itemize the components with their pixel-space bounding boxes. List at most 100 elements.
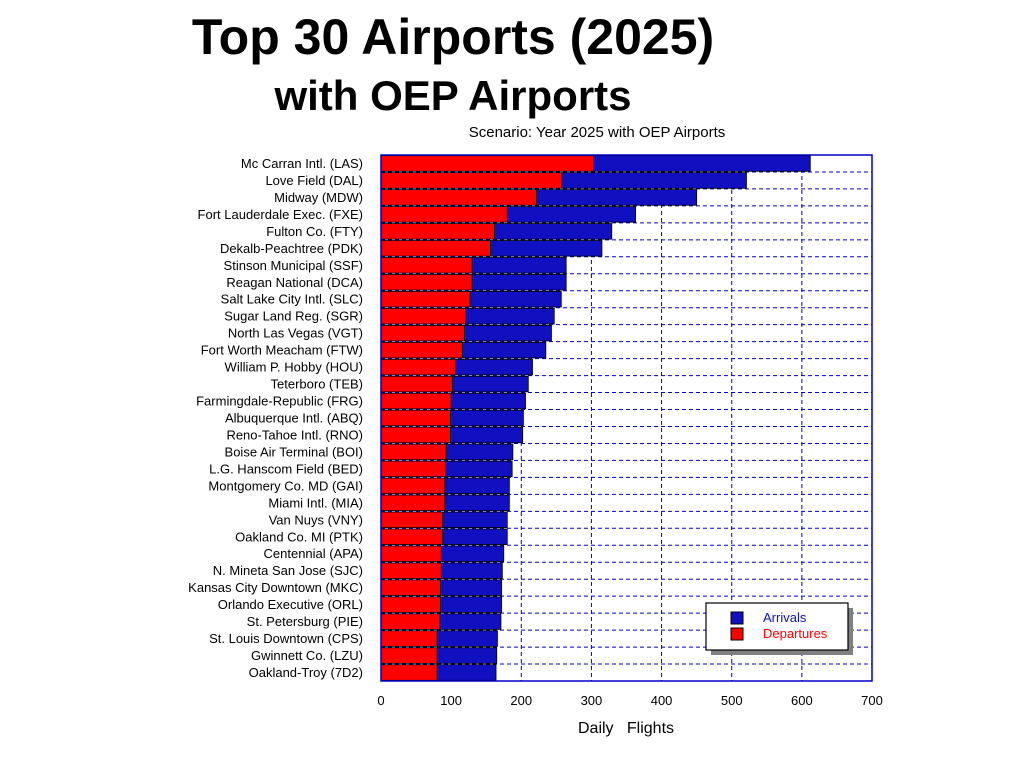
category-label: Salt Lake City Intl. (SLC) xyxy=(221,292,363,307)
bar-departures xyxy=(380,545,442,562)
bar-arrivals xyxy=(442,511,508,529)
category-label: Oakland-Troy (7D2) xyxy=(249,665,363,680)
bar-arrivals xyxy=(471,274,567,291)
x-tick-label: 300 xyxy=(581,693,603,708)
bar-arrivals xyxy=(450,392,526,410)
category-label: Boise Air Terminal (BOI) xyxy=(225,444,363,459)
bar-departures xyxy=(380,291,471,308)
category-label: Farmingdale-Republic (FRG) xyxy=(196,394,363,409)
bar-arrivals xyxy=(464,324,552,342)
bar-arrivals xyxy=(490,240,603,257)
bar-arrivals xyxy=(494,223,613,240)
bar-departures xyxy=(380,613,441,630)
category-label: L.G. Hanscom Field (BED) xyxy=(209,461,363,476)
legend-box xyxy=(705,602,849,651)
category-label: Miami Intl. (MIA) xyxy=(268,495,363,510)
legend: Arrivals Departures xyxy=(705,602,853,655)
legend-label-arrivals: Arrivals xyxy=(763,610,807,625)
category-labels: Mc Carran Intl. (LAS) Love Field (DAL) Mid… xyxy=(188,156,363,680)
chart-title-line2: with OEP Airports xyxy=(274,72,632,119)
bar-departures xyxy=(380,375,453,393)
bar-departures xyxy=(380,528,444,545)
category-label: Fulton Co. (FTY) xyxy=(266,224,363,239)
grid-lines xyxy=(381,155,872,681)
category-label: Reno-Tahoe Intl. (RNO) xyxy=(226,427,363,442)
bar-arrivals xyxy=(561,172,747,189)
x-tick-label: 700 xyxy=(861,693,883,708)
bar-departures xyxy=(380,206,508,223)
bar-departures xyxy=(380,392,452,410)
bar-departures xyxy=(380,257,473,274)
bar-arrivals xyxy=(450,426,524,444)
category-label: St. Petersburg (PIE) xyxy=(247,614,363,629)
bar-departures xyxy=(380,477,446,495)
bar-arrivals xyxy=(471,257,567,274)
category-label: Love Field (DAL) xyxy=(265,173,363,188)
bar-arrivals xyxy=(436,630,498,647)
bar-departures xyxy=(380,240,491,257)
legend-label-departures: Departures xyxy=(763,626,828,641)
category-label: North Las Vegas (VGT) xyxy=(228,326,363,341)
bars xyxy=(380,155,811,681)
bar-arrivals xyxy=(445,443,514,461)
category-label: Dekalb-Peachtree (PDK) xyxy=(220,241,363,256)
category-label: St. Louis Downtown (CPS) xyxy=(209,631,363,646)
x-axis-label: Daily Flights xyxy=(578,720,674,737)
bar-departures xyxy=(380,562,442,579)
bar-departures xyxy=(380,426,451,444)
bar-arrivals xyxy=(444,477,510,495)
bar-arrivals xyxy=(445,460,513,478)
bar-departures xyxy=(380,409,451,427)
bar-arrivals xyxy=(440,596,503,613)
x-tick-label: 400 xyxy=(651,693,673,708)
legend-swatch-departures xyxy=(730,627,744,641)
bar-arrivals xyxy=(439,613,502,630)
category-label: Midway (MDW) xyxy=(274,190,363,205)
category-label: Stinson Municipal (SSF) xyxy=(224,258,363,273)
bar-departures xyxy=(380,494,446,512)
category-label: Orlando Executive (ORL) xyxy=(218,597,363,612)
legend-swatch-arrivals xyxy=(730,611,744,625)
bar-arrivals xyxy=(506,206,637,223)
bar-departures xyxy=(380,172,563,189)
chart-title-line1: Top 30 Airports (2025) xyxy=(191,9,715,65)
bar-departures xyxy=(380,189,538,206)
bar-arrivals xyxy=(469,291,562,308)
bar-arrivals xyxy=(461,341,547,359)
plot-frame xyxy=(380,154,873,682)
bar-departures xyxy=(380,579,442,596)
category-label: Fort Worth Meacham (FTW) xyxy=(201,343,363,358)
category-label: Mc Carran Intl. (LAS) xyxy=(241,156,363,171)
bar-arrivals xyxy=(444,494,510,512)
bar-departures xyxy=(380,596,442,613)
category-label: Fort Lauderdale Exec. (FXE) xyxy=(198,207,363,222)
category-label: N. Mineta San Jose (SJC) xyxy=(213,563,363,578)
bar-departures xyxy=(380,358,456,376)
bar-departures xyxy=(380,630,438,647)
category-label: Gwinnett Co. (LZU) xyxy=(251,648,363,663)
bar-departures xyxy=(380,324,465,342)
bar-departures xyxy=(380,274,473,291)
category-label: Albuquerque Intl. (ABQ) xyxy=(225,411,363,426)
bar-departures xyxy=(380,341,463,359)
bar-departures xyxy=(380,511,444,529)
bar-arrivals xyxy=(442,528,508,545)
bar-departures xyxy=(380,647,438,664)
x-tick-labels: 0 100 200 300 400 500 600 700 xyxy=(377,693,882,708)
category-label: Centennial (APA) xyxy=(264,546,363,561)
x-tick-label: 0 xyxy=(377,693,384,708)
bar-departures xyxy=(380,460,446,478)
x-tick-label: 100 xyxy=(440,693,462,708)
category-label: Kansas City Downtown (MKC) xyxy=(188,580,363,595)
bar-departures xyxy=(380,443,447,461)
x-tick-label: 500 xyxy=(721,693,743,708)
bar-arrivals xyxy=(436,664,497,681)
category-label: Oakland Co. MI (PTK) xyxy=(235,529,363,544)
bar-departures xyxy=(380,155,594,172)
bar-arrivals xyxy=(440,545,505,562)
bar-arrivals xyxy=(536,189,698,206)
category-label: Sugar Land Reg. (SGR) xyxy=(224,309,363,324)
bar-departures xyxy=(380,664,438,681)
x-tick-label: 600 xyxy=(791,693,813,708)
